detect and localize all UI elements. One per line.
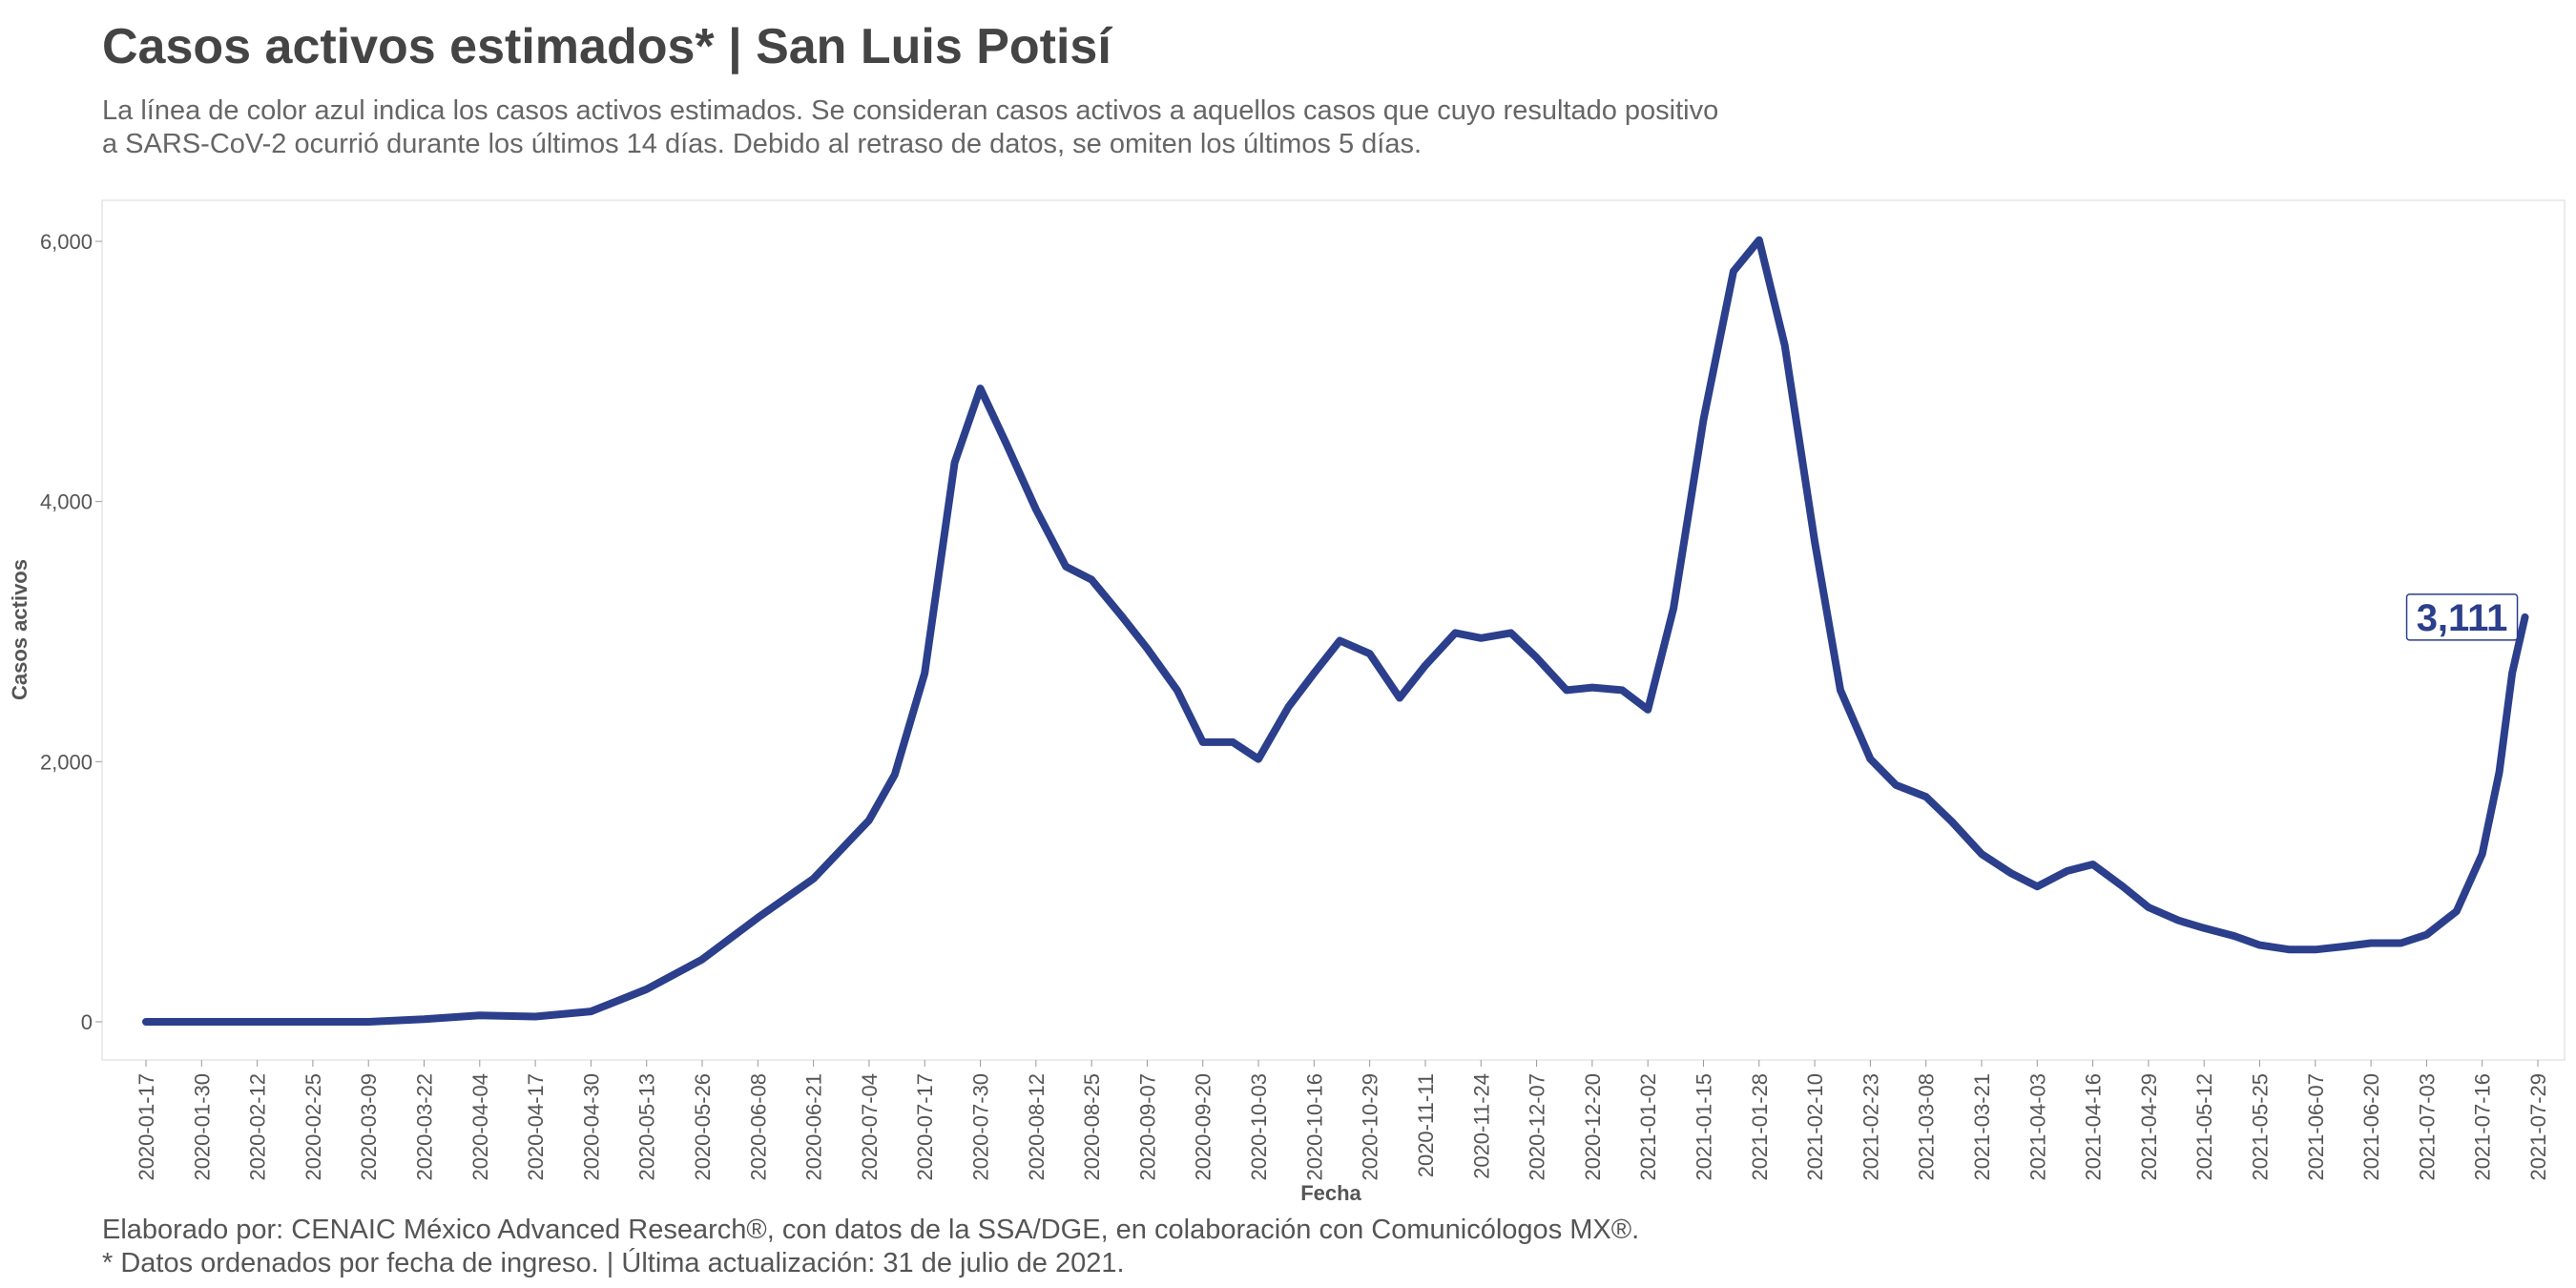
x-tick-label: 2020-08-25 [1080,1073,1104,1181]
value-label: 3,111 [2417,597,2508,639]
x-axis-label: Fecha [1300,1181,1361,1205]
x-tick-label: 2021-04-03 [2025,1073,2049,1181]
y-axis-label: Casos activos [8,559,31,700]
plot-frame [101,199,2566,1061]
x-tick-label: 2021-05-12 [2192,1073,2216,1181]
x-tick-label: 2020-08-12 [1025,1073,1049,1181]
x-tick-label: 2020-07-17 [913,1073,937,1181]
x-tick-label: 2020-03-22 [413,1073,437,1181]
x-tick-label: 2021-01-02 [1636,1073,1660,1181]
y-tick-label: 0 [81,1010,93,1034]
subtitle: La línea de color azul indica los casos … [102,95,1718,126]
x-tick-label: 2021-06-07 [2304,1073,2328,1181]
x-tick-label: 2020-10-29 [1359,1073,1382,1181]
x-tick-label: 2020-06-21 [802,1073,826,1181]
x-tick-label: 2020-07-30 [969,1073,993,1181]
x-tick-label: 2021-05-25 [2248,1073,2272,1181]
y-tick-label: 4,000 [40,490,93,514]
caption: Elaborado por: CENAIC México Advanced Re… [102,1215,1639,1245]
x-tick-label: 2020-04-30 [579,1073,603,1181]
x-tick-label: 2021-03-21 [1970,1073,1994,1181]
chart-title: Casos activos estimados* | San Luis Poti… [102,19,1112,74]
x-tick-label: 2020-04-17 [524,1073,548,1181]
caption: * Datos ordenados por fecha de ingreso. … [102,1247,1125,1278]
x-tick-label: 2020-05-26 [691,1073,715,1181]
x-tick-label: 2021-07-03 [2415,1073,2439,1181]
y-tick-label: 6,000 [40,230,93,254]
x-tick-label: 2020-04-04 [468,1073,492,1181]
line [142,236,2529,1026]
x-tick-label: 2020-02-12 [246,1073,270,1181]
x-tick-label: 2020-12-07 [1526,1073,1549,1181]
x-tick-label: 2021-02-23 [1859,1073,1882,1181]
x-tick-label: 2020-10-16 [1302,1073,1326,1181]
x-tick-label: 2021-01-15 [1692,1073,1715,1181]
x-tick-label: 2021-02-10 [1803,1073,1827,1181]
x-tick-label: 2020-09-07 [1135,1073,1159,1181]
x-tick-label: 2020-06-08 [746,1073,770,1181]
x-tick-label: 2020-01-17 [135,1073,158,1181]
x-tick-label: 2021-01-28 [1748,1073,1772,1181]
x-tick-label: 2020-02-25 [301,1073,325,1181]
x-tick-label: 2020-12-20 [1581,1073,1605,1181]
x-tick-label: 2021-03-08 [1915,1073,1939,1181]
x-tick-label: 2020-09-20 [1192,1073,1215,1181]
x-tick-label: 2020-07-04 [858,1073,882,1181]
subtitle: a SARS-CoV-2 ocurrió durante los últimos… [102,129,1422,159]
x-tick-label: 2021-04-29 [2137,1073,2161,1181]
value-label-box [2405,593,2519,641]
x-tick-label: 2021-04-16 [2082,1073,2106,1181]
x-tick-label: 2020-11-24 [1469,1073,1493,1179]
x-tick-label: 2020-10-03 [1247,1073,1271,1181]
x-tick-label: 2021-07-16 [2471,1073,2495,1181]
x-tick-label: 2020-11-11 [1414,1073,1438,1177]
x-tick-label: 2020-03-09 [357,1073,381,1181]
x-tick-label: 2021-06-20 [2359,1073,2383,1181]
x-tick-label: 2020-01-30 [190,1073,214,1181]
x-tick-label: 2021-07-29 [2526,1073,2550,1181]
x-tick-label: 2020-05-13 [635,1073,659,1181]
y-tick-label: 2,000 [40,750,93,774]
